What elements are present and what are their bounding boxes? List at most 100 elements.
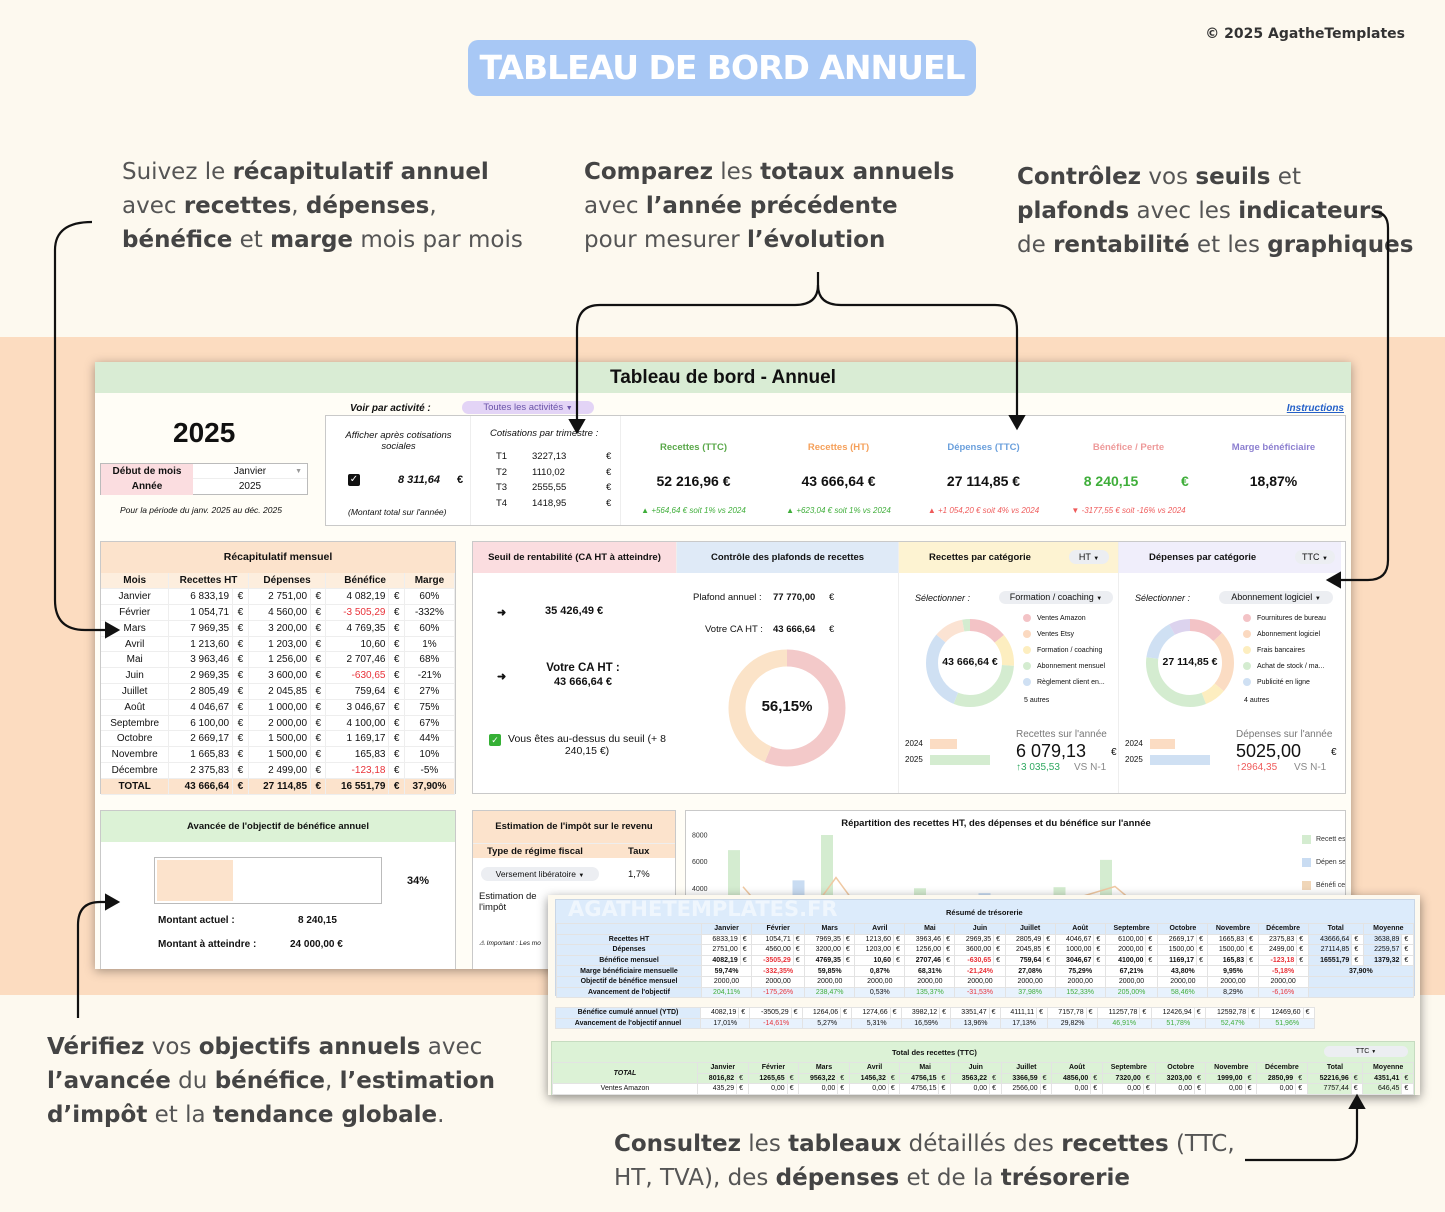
total-cell: 37,90% (404, 778, 456, 795)
quarter-row: T3 2555,55 € (496, 482, 616, 493)
cell: 4 560,00 (248, 604, 312, 621)
col-taux: Taux (628, 846, 650, 857)
cell: 1 213,60 (168, 636, 234, 653)
current-label: Montant actuel : (158, 915, 235, 926)
callout-objectifs: Vérifiez vos objectifs annuels avec l’ava… (47, 1030, 495, 1132)
cell: 1 665,83 (168, 746, 234, 764)
dropdown-icon: ▼ (578, 873, 585, 879)
cell: -332,35% (751, 965, 806, 977)
year-heading: 2025 (173, 417, 236, 448)
table-row: Bénéfice cumulé annuel (YTD) 4082,19 € -350… (555, 1007, 1316, 1019)
dashboard-screenshot: Tableau de bord - Annuel 2025 Début de m… (95, 362, 1351, 969)
table-row: Avril 1 213,60 €1 203,00 €10,60 €1% (101, 636, 456, 653)
cell: 51,96% (1259, 1017, 1315, 1030)
cell: 7 969,35 (168, 620, 234, 637)
cell: 2000,00 (904, 975, 956, 988)
cell: 2669,17 (1157, 933, 1198, 946)
quarter-label: T1 (496, 451, 508, 462)
cell: -21,24% (954, 965, 1006, 977)
indicators-panel: Seuil de rentabilité (CA HT à atteindre)… (472, 541, 1346, 794)
callout-line: Vérifiez vos objectifs annuels avec (47, 1030, 495, 1064)
cell: -3505,29 (749, 1007, 792, 1019)
currency: € (792, 933, 806, 946)
cell: 51,78% (1150, 1017, 1207, 1030)
currency: € (457, 474, 464, 486)
cell: 0,00 (747, 1083, 788, 1095)
currency: € (738, 1007, 751, 1019)
cell: 1 000,00 (248, 699, 312, 716)
activity-select[interactable]: Toutes les activités ▼ (462, 401, 594, 414)
category-select[interactable]: Formation / coaching ▼ (999, 591, 1113, 604)
kpi-label: Recettes (HT) (807, 442, 870, 453)
cell: Octobre (101, 730, 170, 748)
callout-segment: et (232, 227, 271, 253)
callout-segment: les (740, 1131, 789, 1157)
legend-swatch (1243, 662, 1251, 670)
currency: € (989, 1083, 1002, 1095)
callout-segment: bénéfice (122, 227, 233, 253)
currency: € (1090, 1083, 1103, 1095)
start-month-select[interactable]: Janvier ▼ (193, 464, 307, 479)
cell: 2 751,00 (248, 588, 312, 606)
quarter-row: T2 1110,02 € (496, 467, 616, 478)
objectif-progress-bar (154, 857, 382, 904)
callout-segment: vos (1141, 164, 1196, 190)
cell: 2000,00 (1054, 975, 1106, 988)
cell: 1 054,71 (168, 604, 234, 621)
mode-value: TTC (1302, 552, 1320, 562)
currency: € (739, 954, 753, 967)
currency: € (1036, 1007, 1049, 1019)
currency: € (606, 466, 612, 478)
callout-segment: et (1270, 164, 1301, 190)
vs-label: VS N-1 (1074, 762, 1107, 773)
cell: 44% (404, 730, 456, 748)
callout-recap: Suivez le récapitulatif annuel avec recet… (122, 155, 523, 257)
callout-segment: l’estimation (339, 1068, 495, 1094)
legend-item: Abonnement logiciel (1243, 630, 1320, 638)
objectif-percent: 34% (407, 875, 430, 887)
blank (1307, 986, 1415, 999)
select-value: Formation / coaching (1009, 592, 1094, 602)
category-mode-select[interactable]: TTC ▼ (1295, 550, 1335, 564)
dropdown-icon: ▼ (1322, 556, 1328, 562)
cell: -31,53% (954, 986, 1006, 999)
donut-slice (728, 649, 846, 767)
currency: € (388, 699, 405, 716)
cell: -3 505,29 (325, 604, 390, 621)
legend-swatch (1243, 630, 1251, 638)
total-cell: 27 114,85 (248, 778, 312, 795)
cell: 3351,47 (950, 1007, 990, 1019)
month-header: Novembre (1205, 1062, 1258, 1074)
kpi-delta: ▲ +623,04 € soit 1% vs 2024 (786, 506, 891, 515)
legend-label: Achat de stock / ma... (1257, 662, 1325, 670)
category-title: Recettes par catégorie (929, 552, 1031, 563)
cell: 3 963,46 (168, 651, 234, 669)
cotisation-toggle-section: Afficher après cotisations sociales ✓ 8 … (326, 416, 471, 525)
currency: € (1142, 1083, 1156, 1095)
year-2025-label: 2025 (905, 755, 923, 764)
kpi-value: 52 216,96 € (656, 473, 731, 489)
category-select[interactable]: Abonnement logiciel ▼ (1219, 591, 1333, 604)
currency: € (1090, 1072, 1103, 1085)
cell: 1 256,00 (248, 651, 312, 669)
category-mode-select[interactable]: HT ▼ (1069, 550, 1109, 564)
legend-item: Ventes Amazon (1023, 614, 1086, 622)
copyright: © 2025 AgatheTemplates (1205, 26, 1405, 42)
cell: 13,96% (950, 1017, 1001, 1030)
cell: 2805,49 (1004, 933, 1045, 946)
currency: € (310, 667, 327, 685)
legend-label: Abonnement mensuel (1037, 662, 1106, 670)
month-header: Février (751, 923, 806, 935)
bar-2025 (930, 755, 990, 765)
cotisation-checkbox[interactable]: ✓ (348, 474, 360, 486)
callout-segment: avec les (1129, 198, 1239, 224)
currency: € (790, 1007, 803, 1019)
ttc-mode-select[interactable]: TTC ▼ (1324, 1046, 1408, 1057)
regime-select[interactable]: Versement libératoire ▼ (481, 867, 599, 881)
callout-controle: Contrôlez vos seuils et plafonds avec les… (1017, 160, 1413, 262)
year-input[interactable]: 2025 (238, 481, 262, 492)
cell: 1 203,00 (248, 636, 312, 653)
cell: 1256,00 (904, 944, 945, 956)
instructions-link[interactable]: Instructions (1286, 403, 1344, 414)
dropdown-icon: ▼ (1096, 596, 1103, 602)
